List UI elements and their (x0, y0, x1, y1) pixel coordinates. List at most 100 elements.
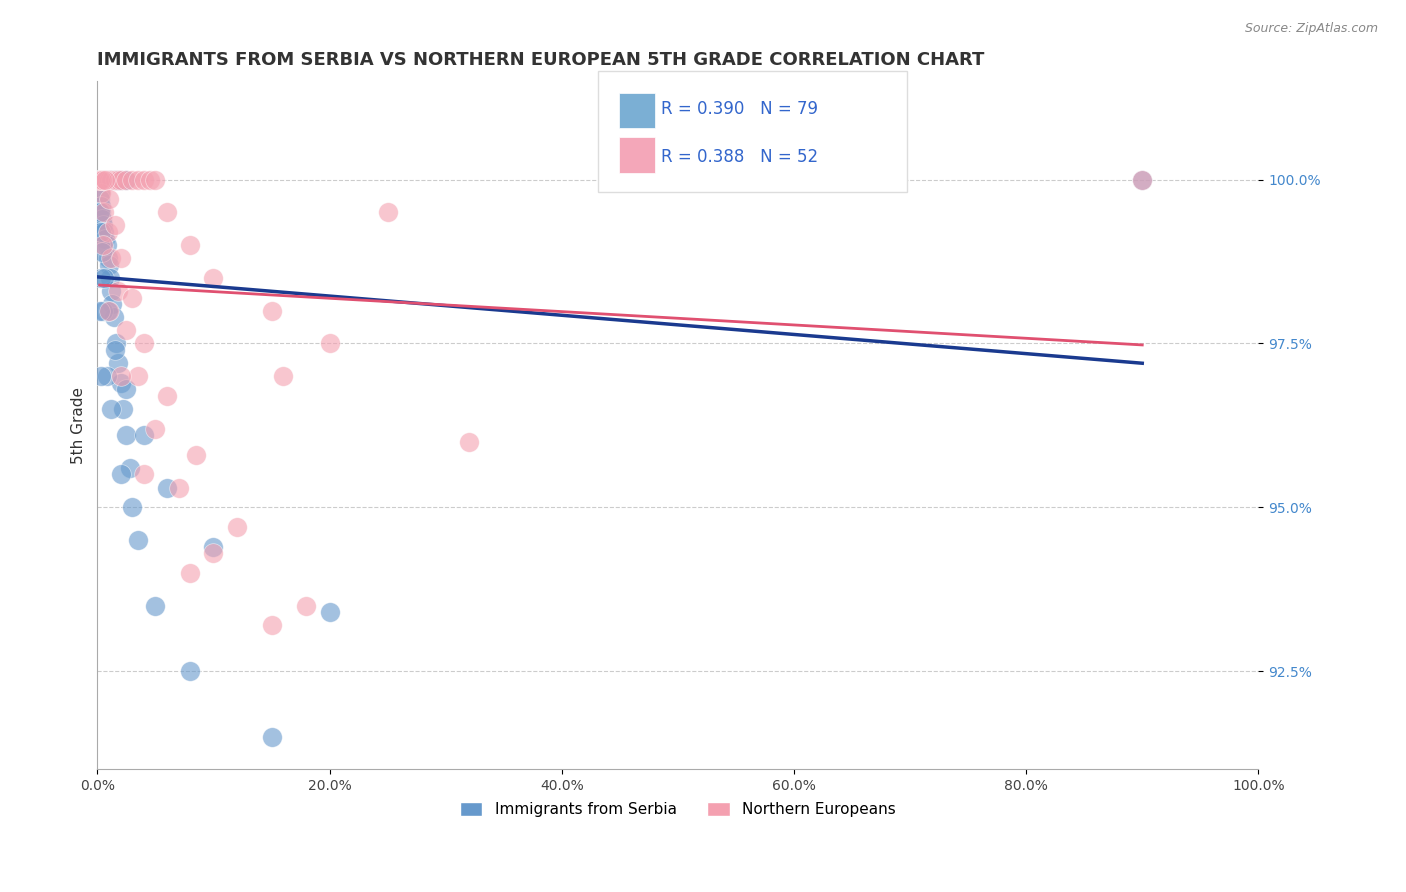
Point (91, 238, 114, 252)
Point (96, 172, 118, 186)
Point (179, 238, 201, 252)
Point (91, 172, 114, 186)
Point (97, 172, 120, 186)
Point (90, 172, 112, 186)
Point (96, 172, 118, 186)
Point (145, 599, 167, 613)
Point (100, 284, 122, 298)
Point (97, 192, 120, 206)
Point (156, 205, 179, 219)
Point (90, 369, 112, 384)
Point (90, 199, 112, 213)
Point (110, 376, 132, 390)
Point (295, 599, 318, 613)
Point (100, 172, 122, 186)
Point (87, 172, 110, 186)
Point (104, 336, 127, 351)
Point (115, 428, 138, 442)
Point (127, 533, 149, 547)
Point (91, 244, 114, 259)
Point (90, 172, 112, 186)
Point (90, 271, 112, 285)
Point (115, 323, 138, 337)
Point (110, 467, 132, 482)
Point (107, 172, 129, 186)
Point (89, 238, 111, 252)
Point (318, 605, 340, 619)
Point (145, 421, 167, 435)
Point (89, 172, 111, 186)
Point (90, 186, 112, 200)
Text: IMMIGRANTS FROM SERBIA VS NORTHERN EUROPEAN 5TH GRADE CORRELATION CHART: IMMIGRANTS FROM SERBIA VS NORTHERN EUROP… (97, 51, 984, 69)
Point (184, 448, 207, 462)
Point (1130, 172, 1153, 186)
Point (179, 566, 201, 580)
Point (202, 540, 225, 554)
Point (91, 219, 114, 233)
Point (93, 172, 115, 186)
Point (93, 205, 115, 219)
Point (260, 303, 283, 318)
Point (156, 481, 179, 495)
Point (115, 382, 138, 396)
Point (132, 172, 155, 186)
Point (101, 297, 124, 311)
Point (89, 303, 111, 318)
Point (107, 284, 129, 298)
Point (666, 172, 689, 186)
Point (87, 172, 110, 186)
Point (202, 271, 225, 285)
Point (115, 172, 138, 186)
Point (783, 172, 806, 186)
Point (167, 481, 190, 495)
Point (90, 172, 112, 186)
Point (1130, 172, 1153, 186)
Point (318, 336, 340, 351)
Point (104, 172, 127, 186)
Point (127, 369, 149, 384)
Point (110, 172, 132, 186)
Point (93, 172, 115, 186)
Point (260, 618, 283, 632)
Point (111, 401, 134, 416)
Point (97, 303, 120, 318)
Point (115, 172, 138, 186)
Point (110, 369, 132, 384)
Point (90, 205, 112, 219)
Point (107, 172, 129, 186)
Point (91, 172, 114, 186)
Point (132, 428, 155, 442)
Point (132, 467, 155, 482)
Point (260, 730, 283, 744)
Point (121, 291, 143, 305)
Point (121, 500, 143, 515)
Text: R = 0.390   N = 79: R = 0.390 N = 79 (661, 100, 818, 118)
Point (93, 172, 115, 186)
Point (100, 172, 122, 186)
Point (90, 225, 112, 239)
Point (89, 172, 111, 186)
Legend: Immigrants from Serbia, Northern Europeans: Immigrants from Serbia, Northern Europea… (454, 797, 903, 823)
Point (225, 520, 247, 534)
Point (107, 172, 129, 186)
Point (457, 434, 479, 449)
Point (91, 172, 114, 186)
Point (104, 172, 127, 186)
Point (103, 310, 125, 325)
Point (118, 461, 141, 475)
Point (127, 172, 149, 186)
Text: Source: ZipAtlas.com: Source: ZipAtlas.com (1244, 22, 1378, 36)
Point (89, 172, 111, 186)
Point (104, 172, 127, 186)
Point (100, 172, 122, 186)
Point (97, 225, 120, 239)
Point (91, 172, 114, 186)
Point (91, 172, 114, 186)
Point (138, 172, 160, 186)
Point (89, 192, 111, 206)
Point (89, 172, 111, 186)
Point (104, 343, 127, 357)
Point (94, 172, 117, 186)
Point (98, 172, 121, 186)
Point (96, 172, 118, 186)
